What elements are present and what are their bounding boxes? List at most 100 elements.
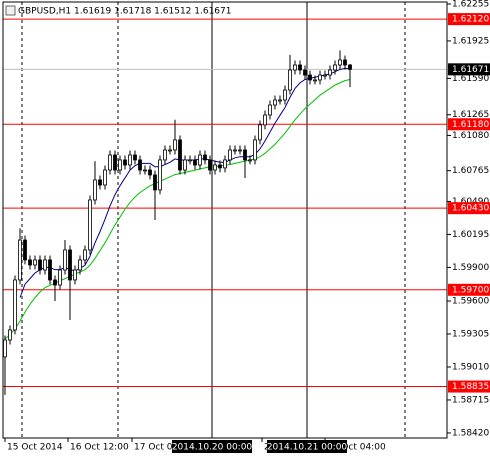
candle-body bbox=[283, 89, 287, 101]
level-label-box bbox=[448, 118, 490, 131]
candle-body bbox=[18, 239, 22, 281]
candle-body bbox=[153, 174, 157, 191]
candle-body bbox=[248, 159, 252, 162]
level-label-box bbox=[448, 380, 490, 393]
candle-body bbox=[348, 64, 352, 70]
candle-body bbox=[188, 159, 192, 162]
y-tick-label: 1.59900 bbox=[452, 263, 489, 273]
candle-body bbox=[308, 74, 312, 81]
candle-body bbox=[148, 169, 152, 176]
plot-layer bbox=[3, 50, 352, 395]
candle-body bbox=[68, 249, 72, 281]
candle-body bbox=[333, 64, 337, 71]
candle-body bbox=[143, 169, 147, 172]
candle-body bbox=[263, 114, 267, 126]
candle-body bbox=[293, 64, 297, 71]
current-price-box bbox=[448, 63, 490, 76]
candle-body bbox=[318, 74, 322, 81]
y-tick-label: 1.60765 bbox=[452, 166, 489, 176]
x-tick-label: 15 Oct 2014 bbox=[7, 443, 63, 453]
candle-body bbox=[238, 149, 242, 152]
y-tick-label: 1.60195 bbox=[452, 230, 489, 240]
candle-body bbox=[23, 239, 27, 261]
candle-body bbox=[303, 69, 307, 76]
y-tick-label: 1.59010 bbox=[452, 362, 489, 372]
vline-label-box bbox=[267, 440, 347, 453]
candle-body bbox=[38, 259, 42, 271]
level-label: 1.59700 bbox=[452, 285, 489, 295]
candle-body bbox=[168, 149, 172, 152]
candle-body bbox=[138, 159, 142, 171]
y-tick-label: 1.61080 bbox=[452, 131, 489, 141]
candle-body bbox=[53, 279, 57, 286]
candle-body bbox=[13, 279, 17, 331]
candle-body bbox=[278, 99, 282, 102]
candle-body bbox=[198, 154, 202, 166]
candle-body bbox=[3, 339, 7, 358]
candle-body bbox=[133, 154, 137, 161]
candle-body bbox=[288, 69, 292, 91]
candle-body bbox=[28, 259, 32, 266]
axis-layer: 1.62255 1.61925 1.61590 1.61265 1.61080 1.607… bbox=[4, 0, 490, 453]
candle-body bbox=[123, 159, 127, 166]
candle-body bbox=[223, 159, 227, 169]
candle-body bbox=[108, 154, 112, 171]
candle-body bbox=[178, 139, 182, 171]
candle-body bbox=[88, 199, 92, 251]
candle-body bbox=[33, 259, 37, 266]
candle-body bbox=[218, 164, 222, 169]
candle-body bbox=[233, 149, 237, 152]
x-tick-label: 16 Oct 12:00 bbox=[70, 443, 129, 453]
y-tick-label: 1.61590 bbox=[452, 74, 489, 84]
candle-body bbox=[78, 259, 82, 271]
candle-body bbox=[243, 149, 247, 161]
candle-body bbox=[73, 269, 77, 281]
y-tick-label: 1.59305 bbox=[452, 329, 489, 339]
vline-label-box bbox=[172, 440, 252, 453]
candle-body bbox=[173, 139, 177, 151]
candle-body bbox=[103, 169, 107, 186]
y-tick-label: 1.61925 bbox=[452, 36, 489, 46]
candle-body bbox=[208, 159, 212, 171]
moving-average bbox=[4, 79, 351, 340]
candle-body bbox=[273, 99, 277, 106]
y-tick-label: 1.60490 bbox=[452, 197, 489, 207]
candle-body bbox=[183, 159, 187, 171]
candle-body bbox=[118, 159, 122, 171]
level-label: 1.60430 bbox=[452, 204, 489, 214]
y-tick-label: 1.58420 bbox=[452, 428, 489, 438]
candle-body bbox=[158, 159, 162, 191]
candle-body bbox=[193, 159, 197, 166]
current-price-label: 1.61671 bbox=[452, 65, 489, 75]
candle-body bbox=[113, 154, 117, 171]
candle-body bbox=[213, 164, 217, 171]
candle-body bbox=[253, 139, 257, 161]
candle-body bbox=[313, 79, 317, 82]
candle-body bbox=[8, 329, 12, 341]
y-tick-label: 1.62255 bbox=[452, 0, 489, 10]
candle-body bbox=[298, 64, 302, 71]
level-label: 1.62120 bbox=[452, 15, 489, 25]
candle-body bbox=[203, 154, 207, 161]
candle-body bbox=[328, 69, 332, 76]
vline-label: 2014.10.21 00:00 bbox=[267, 443, 348, 453]
candle-body bbox=[83, 249, 87, 261]
level-label: 1.58835 bbox=[452, 382, 489, 392]
candle-body bbox=[228, 149, 232, 161]
level-label-box bbox=[448, 283, 490, 296]
candle-body bbox=[268, 104, 272, 116]
candle-body bbox=[98, 179, 102, 186]
vline-label: 2014.10.20 00:00 bbox=[172, 443, 253, 453]
y-tick-label: 1.59600 bbox=[452, 296, 489, 306]
chart-title: GBPUSD,H1 1.61619 1.61718 1.61512 1.6167… bbox=[18, 7, 231, 17]
candle-body bbox=[93, 179, 97, 201]
x-tick-label: 21 Oct 04:00 bbox=[327, 443, 386, 453]
candle-body bbox=[343, 59, 347, 66]
x-tick-label: 17 Oct 04:00 bbox=[134, 443, 193, 453]
level-label-box bbox=[448, 202, 490, 215]
candle-body bbox=[163, 149, 167, 161]
candle-body bbox=[338, 59, 342, 66]
y-tick-label: 1.61265 bbox=[452, 110, 489, 120]
